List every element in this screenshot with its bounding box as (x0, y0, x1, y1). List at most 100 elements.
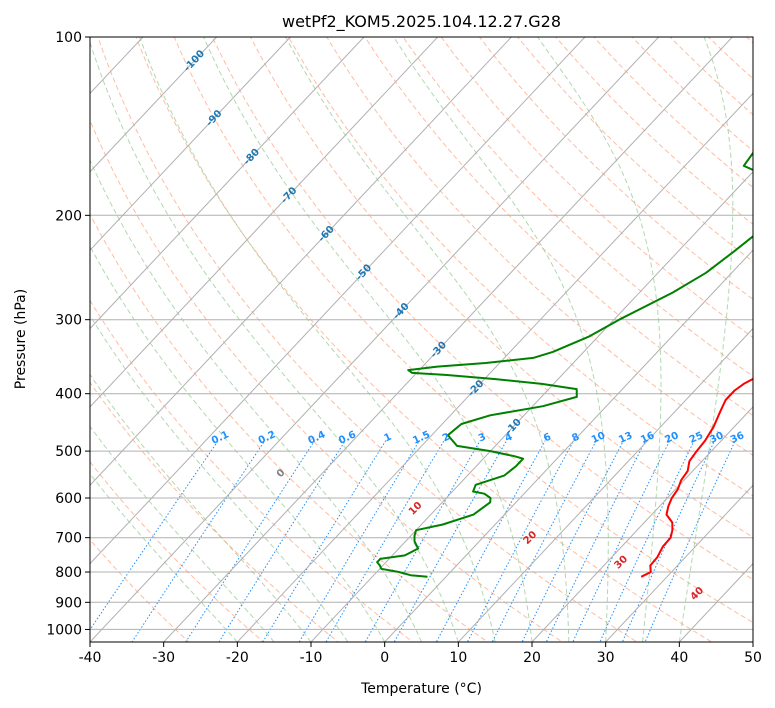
temperature-profile-line (640, 377, 753, 578)
moist-adiabat-line (537, 37, 662, 642)
mixing-ratio-line (621, 440, 716, 642)
mixing-ratio-line (491, 440, 597, 642)
mixing-ratio-label: 2 (441, 432, 452, 445)
mixing-ratio-line (298, 440, 420, 642)
x-tick-label: 0 (380, 650, 389, 666)
y-tick-label: 300 (55, 313, 82, 329)
mixing-ratio-label: 6 (542, 432, 553, 445)
mixing-ratio-line (393, 440, 508, 642)
plot-area (90, 37, 753, 642)
moist-adiabat-line (90, 314, 349, 642)
mixing-ratio-label: 36 (729, 430, 746, 446)
x-tick-label: -40 (79, 650, 102, 666)
x-tick-label: -30 (152, 650, 175, 666)
isotherm-line (236, 92, 753, 642)
mixing-ratio-line (545, 440, 646, 642)
x-tick-label: 20 (523, 650, 541, 666)
isotherm-line (383, 249, 753, 642)
x-tick-label: 30 (597, 650, 615, 666)
y-tick-label: 200 (55, 208, 82, 224)
dry-adiabat-line (90, 213, 489, 642)
isotherm-line (90, 37, 292, 251)
isotherm-line (310, 171, 753, 642)
dry-adiabat-line (249, 37, 753, 538)
x-tick-label: -10 (300, 650, 323, 666)
isotherm-line (604, 484, 753, 642)
background-lines (90, 37, 753, 642)
dry-adiabat-line (90, 460, 265, 642)
chart-title: wetPf2_KOM5.2025.104.12.27.G28 (282, 12, 561, 32)
dry-adiabat-line (173, 37, 753, 624)
sounding-profiles (376, 151, 753, 578)
dry-adiabat-line (478, 37, 753, 300)
x-tick-label: 40 (670, 650, 688, 666)
mixing-ratio-label: 16 (639, 430, 656, 446)
isotherm-line (90, 37, 439, 408)
y-tick-label: 100 (55, 30, 82, 46)
isotherm-line (90, 37, 660, 642)
dry-adiabat-line (90, 381, 339, 642)
mixing-ratio-line (466, 440, 575, 642)
isotherm-line (0, 24, 8, 654)
moist-adiabat-line (90, 40, 459, 642)
x-tick-label: 10 (449, 650, 467, 666)
dry-adiabat-line (288, 37, 753, 497)
moist-adiabat-line (393, 37, 609, 642)
y-tick-label: 600 (55, 491, 82, 507)
dry-adiabat-line (135, 37, 713, 642)
mixing-ratio-line (364, 440, 481, 642)
grid-lines (0, 24, 753, 654)
y-tick-label: 800 (55, 565, 82, 581)
moist-adiabat-line (90, 245, 386, 642)
moist-adiabat-line (139, 37, 496, 642)
mixing-ratio-label: 8 (570, 432, 581, 445)
moist-adiabat-line (90, 373, 312, 642)
isotherm-line (531, 406, 753, 642)
moist-adiabat-line (90, 159, 422, 642)
axis-ticks: -40 -30 -20 -10 0 10 20 30 40 50 100 200 300 400 500 60… (46, 30, 762, 666)
x-tick-label: -20 (226, 650, 249, 666)
mixing-ratio-label: 4 (503, 432, 514, 445)
y-tick-label: 700 (55, 531, 82, 547)
x-axis-label: Temperature (°C) (360, 681, 482, 697)
mixing-ratio-line (185, 440, 316, 642)
x-tick-label: 50 (744, 650, 762, 666)
mixing-ratio-label: 3 (477, 432, 488, 445)
dry-adiabat-line (90, 119, 564, 642)
moist-adiabat-line (285, 37, 570, 642)
mixing-ratio-line (644, 440, 736, 642)
y-tick-label: 500 (55, 444, 82, 460)
isotherm-line (162, 37, 734, 642)
y-axis-label: Pressure (hPa) (13, 289, 29, 389)
mixing-ratio-line (90, 440, 219, 631)
mixing-ratio-label: 25 (688, 430, 705, 446)
y-tick-label: 400 (55, 387, 82, 403)
isotherm-line (90, 37, 218, 173)
mixing-ratio-line (599, 440, 695, 642)
mixing-ratio-label: 10 (590, 430, 607, 446)
mixing-ratio-label: 30 (708, 430, 725, 446)
moist-adiabat-line (678, 37, 734, 642)
isotherm-line (457, 327, 753, 642)
y-tick-label: 900 (55, 595, 82, 611)
moist-adiabat-line (90, 473, 238, 642)
isotherm-line (90, 37, 513, 487)
dry-adiabat-line (593, 37, 753, 189)
dry-adiabat-line (97, 37, 638, 642)
dewpoint-profile-line (376, 151, 753, 578)
dry-adiabat-line (402, 37, 753, 377)
dry-adiabat-line (326, 37, 753, 456)
dry-adiabat-line (555, 37, 753, 225)
moist-adiabat-line (203, 37, 533, 642)
isotherm-line (90, 37, 365, 330)
isotherm-line (90, 37, 586, 565)
mixing-ratio-line (521, 440, 624, 642)
plot-frame (89, 36, 754, 643)
dry-adiabat-line (90, 538, 190, 642)
mixing-ratio-label: 13 (617, 430, 634, 446)
mixing-ratio-label: 1 (383, 432, 394, 445)
mixing-ratio-label: 20 (663, 430, 680, 446)
mixing-ratio-line (325, 440, 445, 642)
y-tick-label: 1000 (46, 622, 82, 638)
